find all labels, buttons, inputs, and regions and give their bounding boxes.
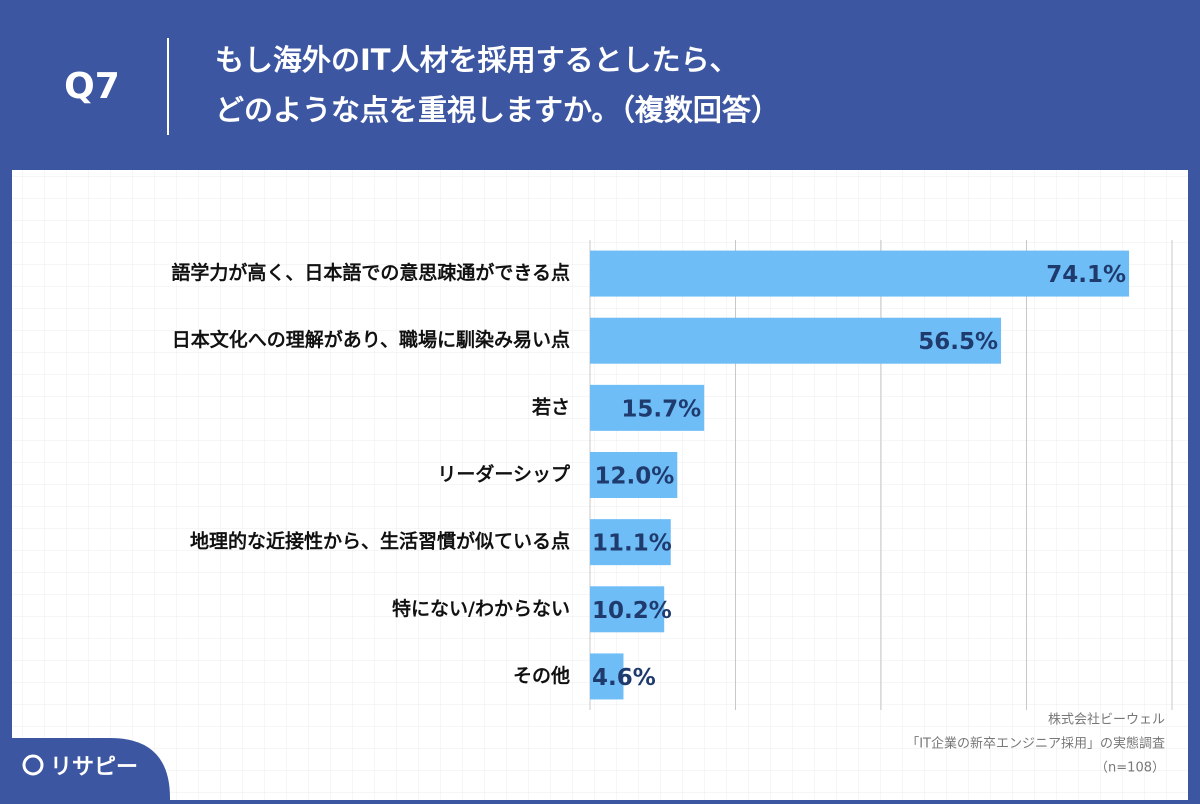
bar: [590, 250, 1130, 297]
value-label: 11.1%: [592, 531, 672, 557]
bar: [590, 384, 705, 431]
value-label: 56.5%: [918, 329, 998, 355]
source-note: 「IT企業の新卒エンジニア採用」の実態調査: [906, 736, 1165, 752]
category-label: その他: [513, 664, 570, 687]
source-note: （n=108）: [1095, 761, 1165, 776]
chart: 語学力が高く、日本語での意思疎通ができる点 74.1% 日本文化への理解があり、職場…: [171, 240, 1173, 776]
brand-icon: [22, 754, 44, 776]
brand: リサピー: [50, 755, 138, 780]
bar: [590, 452, 678, 498]
category-label: 語学力が高く、日本語での意思疎通ができる点: [171, 261, 570, 284]
value-label: 74.1%: [1046, 262, 1126, 288]
title-line: どのような点を重視しますか。（複数回答）: [215, 93, 780, 127]
category-label: 特にない/わからない: [392, 598, 570, 620]
source-note: 株式会社ビーウェル: [1048, 712, 1165, 728]
category-label: 若さ: [532, 395, 570, 418]
bar: [590, 586, 665, 633]
category-label: リーダーシップ: [437, 463, 571, 486]
question-number: Q7: [64, 66, 120, 107]
value-label: 10.2%: [592, 598, 672, 624]
category-label: 地理的な近接性から、生活習慣が似ている点: [190, 530, 570, 553]
value-label: 4.6%: [592, 665, 656, 691]
value-label: 12.0%: [595, 464, 675, 490]
value-label: 15.7%: [621, 396, 701, 422]
bar: [590, 317, 1002, 364]
title-line: もし海外のIT人材を採用するとしたら、: [215, 43, 739, 77]
category-label: 日本文化への理解があり、職場に馴染み易い点: [172, 328, 570, 351]
bar: [590, 653, 624, 700]
bar: [590, 519, 671, 566]
brand-tab: [0, 738, 170, 800]
